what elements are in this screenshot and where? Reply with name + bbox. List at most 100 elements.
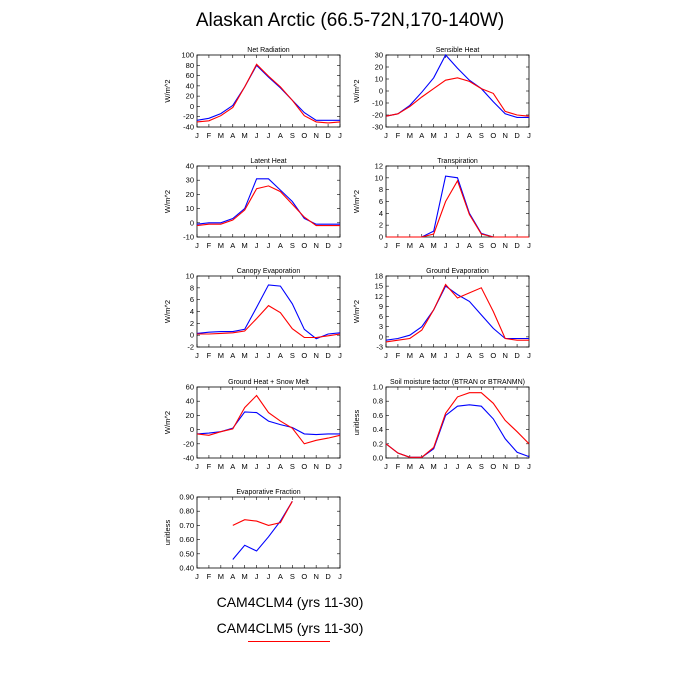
- y-tick-label: 0.50: [179, 549, 194, 558]
- y-tick-label: -2: [187, 343, 194, 352]
- x-tick-label: O: [301, 351, 307, 360]
- x-tick-label: M: [407, 462, 413, 471]
- y-tick-label: 0: [379, 87, 383, 96]
- series-line-clm4: [385, 54, 529, 118]
- x-tick-label: M: [242, 351, 248, 360]
- y-tick-label: 2: [379, 221, 383, 230]
- panel-title: Ground Evaporation: [426, 268, 489, 275]
- series-line-clm5: [385, 392, 530, 458]
- y-tick-label: -3: [376, 343, 383, 352]
- y-tick-label: 0.80: [179, 507, 194, 516]
- y-axis-label: W/m^2: [163, 411, 172, 434]
- x-tick-label: J: [527, 241, 531, 250]
- x-tick-label: M: [407, 131, 413, 140]
- x-tick-label: J: [338, 462, 342, 471]
- y-axis-label: W/m^2: [163, 300, 172, 323]
- y-tick-label: 60: [186, 71, 194, 80]
- y-tick-label: 40: [186, 397, 194, 406]
- series-line-clm5: [386, 179, 529, 238]
- figure-title: Alaskan Arctic (66.5-72N,170-140W): [195, 10, 505, 31]
- x-tick-label: N: [313, 241, 318, 250]
- x-tick-label: O: [490, 351, 496, 360]
- x-tick-label: N: [502, 351, 507, 360]
- panel-frame: [196, 496, 341, 569]
- x-tick-label: A: [419, 462, 424, 471]
- y-tick-label: 10: [186, 272, 194, 281]
- x-tick-label: S: [290, 131, 295, 140]
- x-tick-label: F: [207, 131, 212, 140]
- x-tick-label: F: [396, 462, 401, 471]
- panel-frame: [196, 165, 341, 238]
- y-tick-label: 0: [190, 218, 194, 227]
- x-tick-label: D: [325, 572, 331, 581]
- x-tick-label: S: [290, 351, 295, 360]
- series-line-clm5: [196, 185, 340, 227]
- series-line-clm5: [196, 63, 341, 124]
- panel-title: Latent Heat: [250, 158, 286, 165]
- y-tick-label: 2: [190, 319, 194, 328]
- x-tick-label: J: [338, 241, 342, 250]
- y-tick-label: 8: [379, 185, 383, 194]
- panel-frame: [385, 54, 530, 128]
- y-tick-label: 8: [190, 283, 194, 292]
- y-tick-label: -40: [183, 123, 194, 132]
- x-tick-label: J: [195, 572, 199, 581]
- x-tick-label: N: [313, 131, 318, 140]
- x-tick-label: J: [456, 462, 460, 471]
- x-tick-label: J: [527, 131, 531, 140]
- x-tick-label: N: [502, 131, 507, 140]
- x-tick-label: A: [230, 572, 235, 581]
- y-tick-label: 0.90: [179, 493, 194, 502]
- x-tick-label: D: [514, 351, 520, 360]
- y-tick-label: 1.0: [373, 383, 383, 392]
- series-line-clm5: [197, 304, 341, 339]
- x-tick-label: D: [325, 241, 331, 250]
- x-tick-label: A: [419, 351, 424, 360]
- x-tick-label: J: [338, 572, 342, 581]
- x-tick-label: A: [278, 572, 283, 581]
- series-line-clm4: [232, 501, 293, 560]
- y-tick-label: 0: [190, 331, 194, 340]
- x-tick-label: D: [514, 131, 520, 140]
- x-tick-label: J: [255, 462, 259, 471]
- x-tick-label: J: [267, 131, 271, 140]
- x-tick-label: J: [255, 572, 259, 581]
- x-tick-label: J: [444, 241, 448, 250]
- x-tick-label: N: [313, 572, 318, 581]
- x-tick-label: M: [431, 351, 437, 360]
- x-tick-label: F: [396, 351, 401, 360]
- x-tick-label: J: [255, 241, 259, 250]
- y-tick-label: -10: [183, 233, 194, 242]
- y-tick-label: -10: [372, 99, 383, 108]
- y-tick-label: 30: [186, 176, 194, 185]
- y-tick-label: 20: [186, 92, 194, 101]
- x-tick-label: S: [479, 131, 484, 140]
- x-tick-label: M: [242, 241, 248, 250]
- x-tick-label: M: [431, 131, 437, 140]
- x-tick-label: S: [290, 572, 295, 581]
- x-tick-label: A: [278, 241, 283, 250]
- y-tick-label: 0: [190, 425, 194, 434]
- y-tick-label: -40: [183, 454, 194, 463]
- x-tick-label: J: [195, 241, 199, 250]
- series-line-clm4: [196, 178, 340, 225]
- panel-evaporative-fraction: Evaporative Fraction 0.90 0.80 0.70 0.60 0.50…: [163, 489, 342, 581]
- x-tick-label: O: [301, 241, 307, 250]
- x-tick-label: F: [207, 241, 212, 250]
- y-axis-label: unitless: [352, 410, 361, 436]
- y-axis-label: unitless: [163, 520, 172, 546]
- series-line-clm4: [196, 64, 340, 121]
- y-tick-label: -30: [372, 123, 383, 132]
- y-tick-label: 0.60: [179, 535, 194, 544]
- y-tick-label: 0.8: [373, 397, 383, 406]
- y-tick-label: 40: [186, 162, 194, 171]
- x-tick-label: M: [407, 241, 413, 250]
- y-tick-label: -20: [372, 111, 383, 120]
- x-tick-label: J: [267, 572, 271, 581]
- x-tick-label: J: [195, 462, 199, 471]
- x-tick-label: A: [419, 131, 424, 140]
- y-tick-label: 10: [375, 173, 383, 182]
